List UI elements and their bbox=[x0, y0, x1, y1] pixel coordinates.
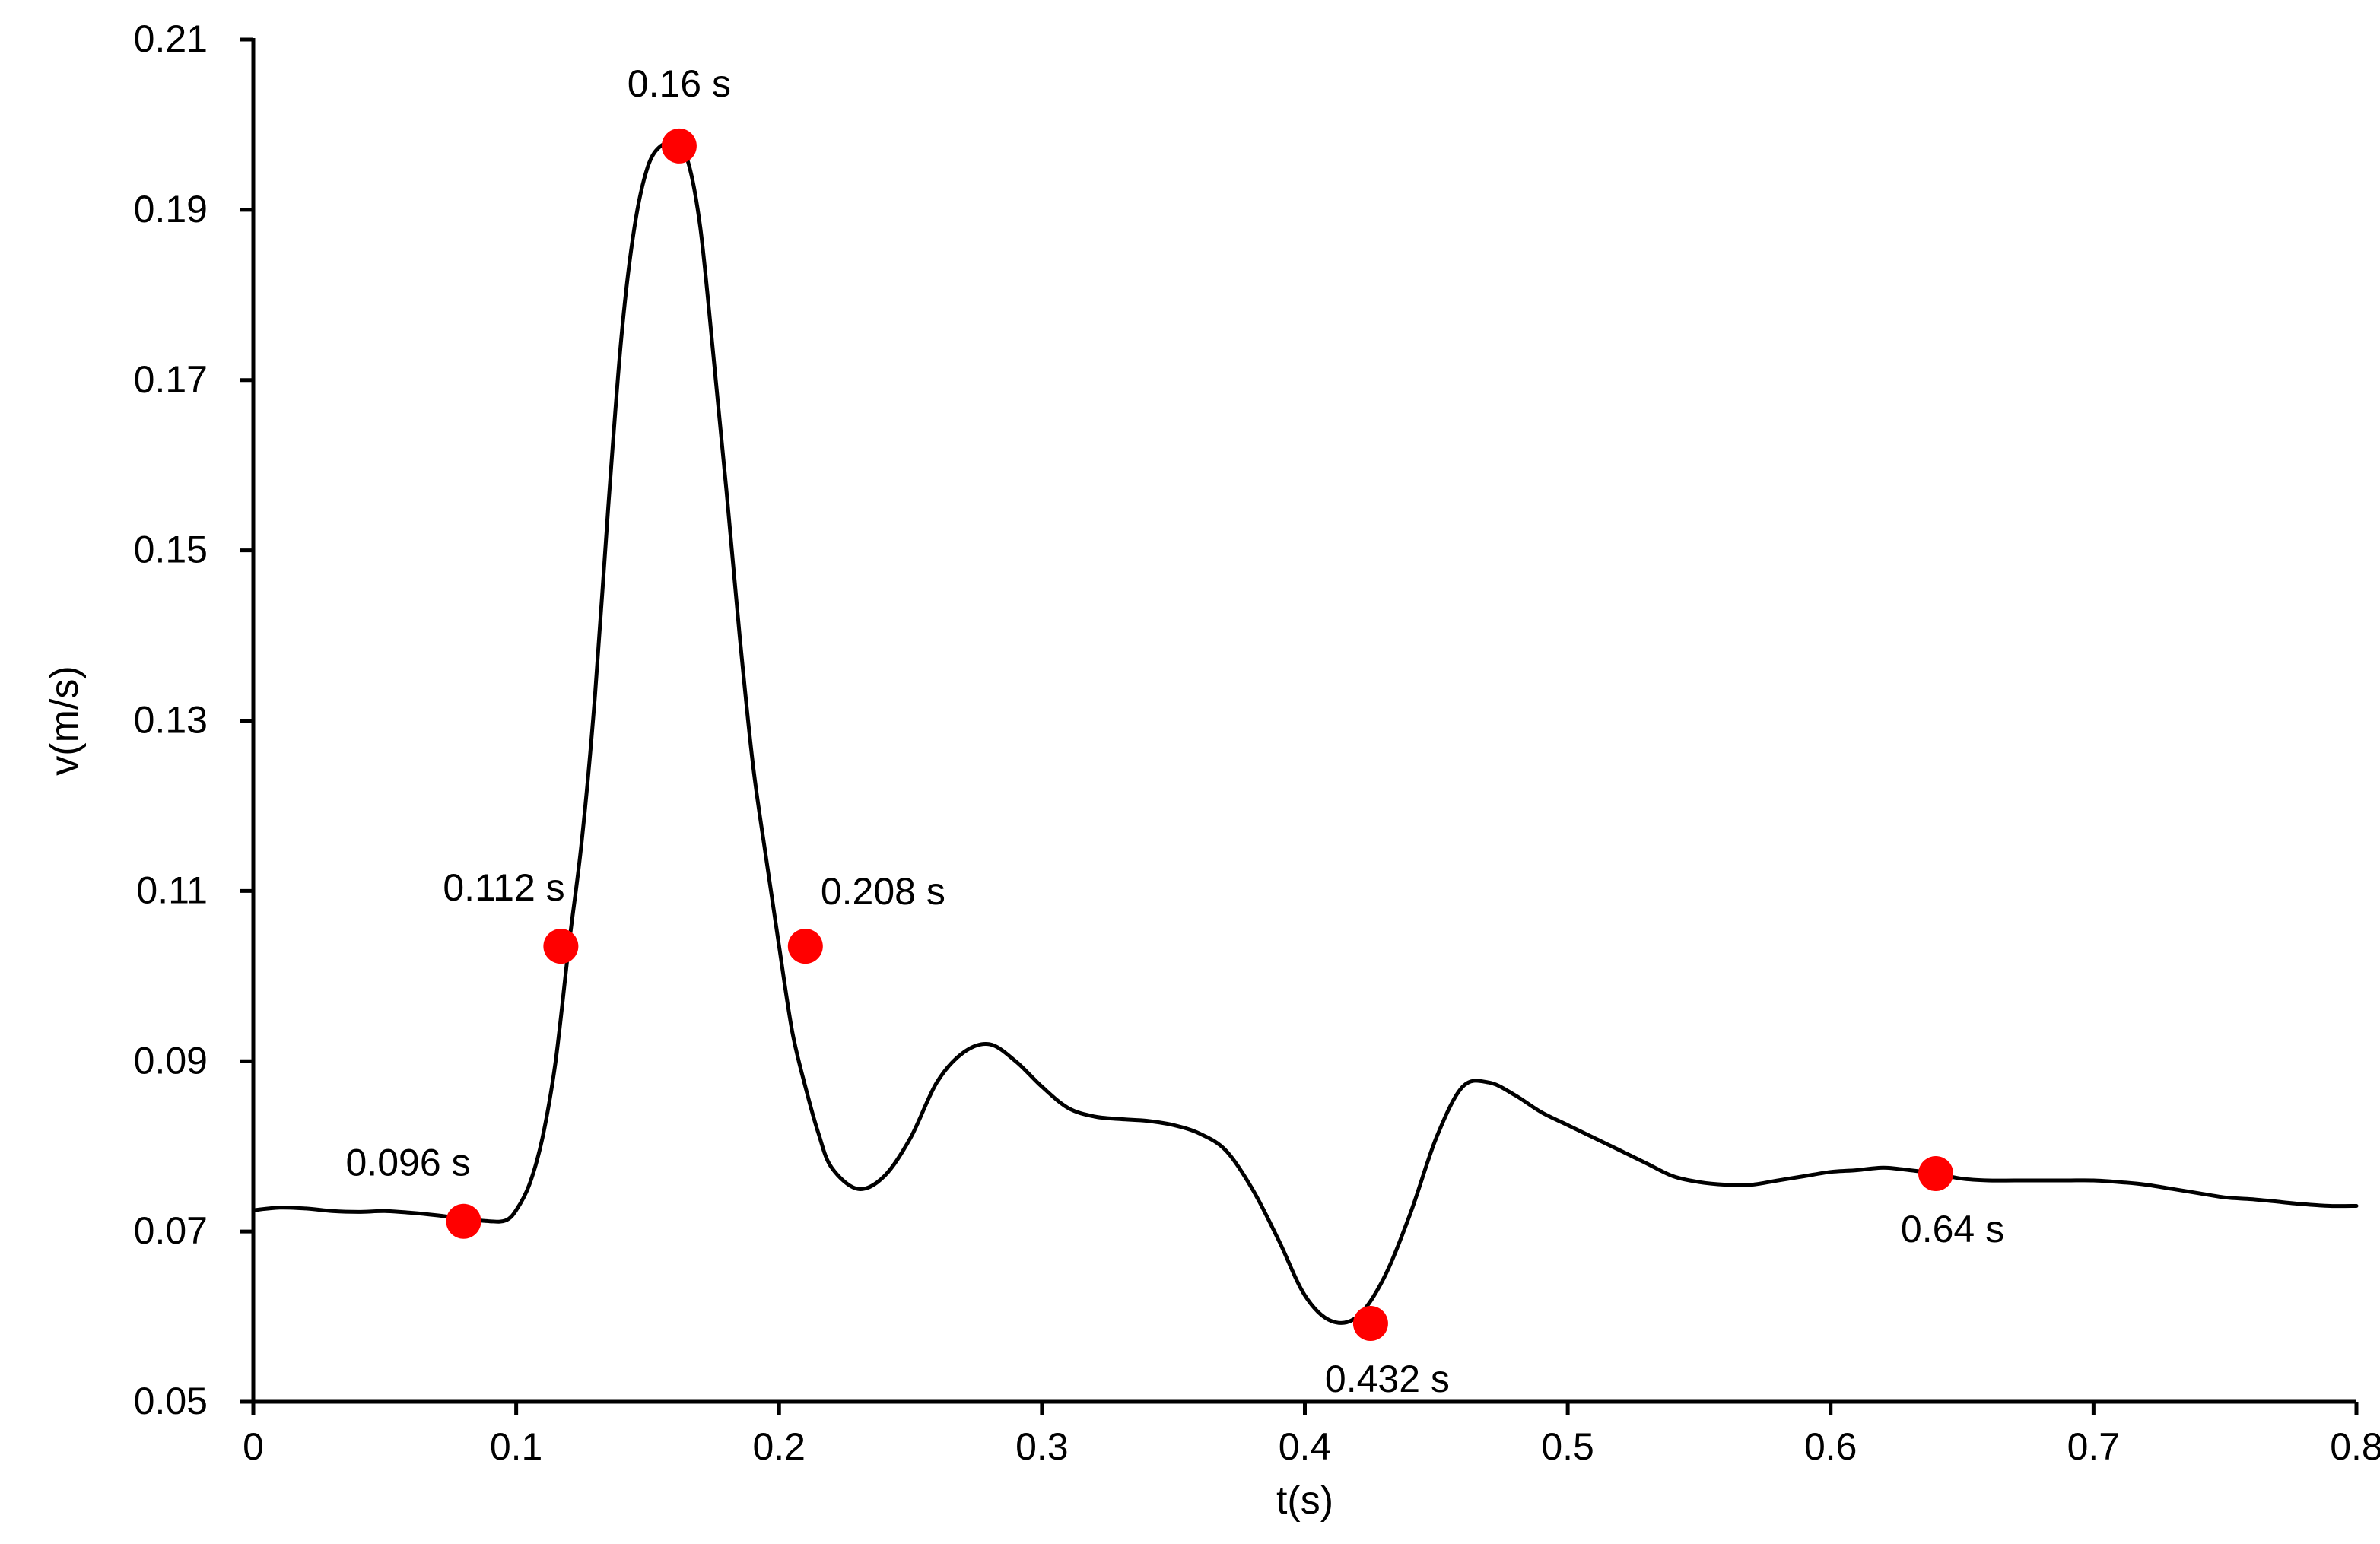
y-tick-label: 0.21 bbox=[134, 17, 208, 60]
x-tick-label: 0.3 bbox=[1015, 1425, 1069, 1468]
data-point-label: 0.208 s bbox=[821, 870, 945, 913]
series-layer bbox=[251, 141, 2359, 1325]
y-tick-label: 0.11 bbox=[136, 869, 208, 911]
x-tick-label: 0.8 bbox=[2330, 1425, 2380, 1468]
data-point-marker bbox=[1352, 1306, 1388, 1342]
y-tick-label: 0.13 bbox=[134, 699, 208, 742]
y-tick-label: 0.05 bbox=[134, 1380, 208, 1422]
y-tick-label: 0.17 bbox=[134, 358, 208, 401]
velocity-series-line bbox=[251, 141, 2359, 1325]
y-axis-title: v(m/s) bbox=[43, 666, 87, 775]
y-tick-label: 0.09 bbox=[134, 1039, 208, 1082]
x-tick-label: 0.5 bbox=[1541, 1425, 1594, 1468]
data-point-label: 0.64 s bbox=[1901, 1208, 2004, 1250]
y-tick-label: 0.19 bbox=[134, 188, 208, 230]
x-tick-label: 0.2 bbox=[752, 1425, 806, 1468]
labels-layer: 0.096 s 0.112 s 0.16 s 0.208 s 0.432 s 0.64 s bbox=[346, 62, 2005, 1400]
data-point-marker bbox=[446, 1203, 481, 1239]
x-tick-label: 0.4 bbox=[1279, 1425, 1332, 1468]
x-tick-label: 0 bbox=[243, 1425, 264, 1468]
data-point-marker bbox=[787, 929, 823, 964]
y-tick-label: 0.15 bbox=[134, 529, 208, 571]
data-point-label: 0.112 s bbox=[443, 866, 564, 909]
x-tick-label: 0.6 bbox=[1804, 1425, 1857, 1468]
axes: 0.05 0.07 0.09 0.11 0.13 0.15 0.17 0.19 0.21 0 0.1… bbox=[43, 17, 2380, 1523]
y-tick-label: 0.07 bbox=[134, 1209, 208, 1252]
data-point-label: 0.432 s bbox=[1325, 1358, 1450, 1400]
data-point-marker bbox=[543, 929, 579, 964]
x-tick-label: 0.7 bbox=[2067, 1425, 2121, 1468]
data-point-label: 0.16 s bbox=[628, 62, 731, 105]
x-tick-label: 0.1 bbox=[490, 1425, 543, 1468]
data-point-marker bbox=[1918, 1156, 1953, 1192]
data-point-label: 0.096 s bbox=[346, 1142, 471, 1184]
x-axis-title: t(s) bbox=[1276, 1479, 1333, 1523]
markers-layer bbox=[446, 128, 1953, 1342]
data-point-marker bbox=[661, 128, 697, 164]
